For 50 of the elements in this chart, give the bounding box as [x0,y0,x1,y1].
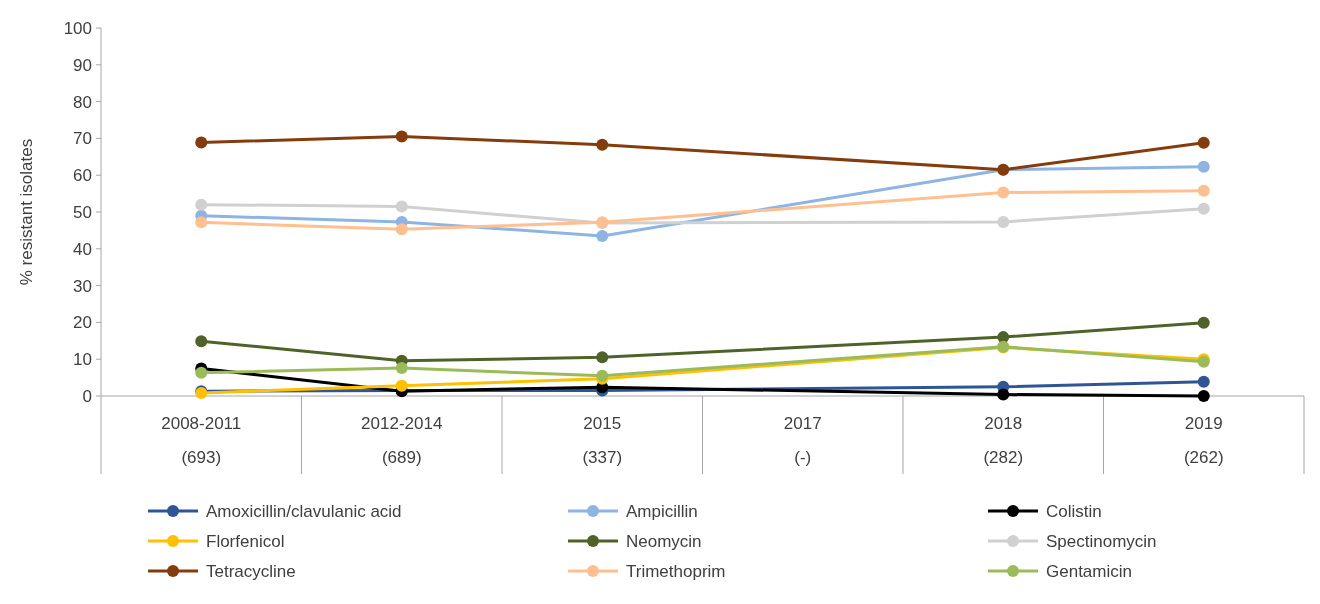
y-tick-label: 0 [82,386,92,406]
legend-label: Neomycin [626,531,702,551]
point [395,130,408,143]
point [395,200,408,213]
point [596,229,609,242]
y-tick-label: 80 [73,92,92,112]
y-tick-label: 40 [73,239,92,259]
x-tick-label: 2017 (-) [783,414,822,467]
point [195,198,208,211]
x-tick-label: 2015 (337) [582,414,623,467]
point [195,136,208,149]
x-tick-label: 2012-2014 (689) [361,414,443,467]
y-tick-label: 60 [73,166,92,186]
point [997,388,1010,401]
point [195,216,208,229]
point [596,351,609,364]
x-tick-label: 2018 (282) [983,414,1024,467]
point [395,379,408,392]
y-tick-label: 30 [73,276,92,296]
y-tick-label: 10 [73,350,92,370]
legend-label: Tetracycline [206,561,296,581]
y-axis-title: % resistant isolates [17,138,36,286]
point [1197,202,1210,215]
legend-label: Florfenicol [206,531,285,551]
point [195,366,208,379]
legend-label: Gentamicin [1046,561,1132,581]
point [1197,316,1210,329]
y-tick-label: 20 [73,313,92,333]
y-tick-label: 90 [73,55,92,75]
point [1197,390,1210,402]
point [395,362,408,375]
point [395,223,408,236]
legend-label: Ampicillin [626,501,698,521]
x-tick-label: 2019 (262) [1183,414,1224,467]
y-tick-label: 50 [73,202,92,222]
legend-label: Trimethoprim [626,561,726,581]
legend-label: Spectinomycin [1046,531,1157,551]
y-tick-label: 70 [73,129,92,149]
legend-label: Amoxicillin/clavulanic acid [206,501,402,521]
point [596,138,609,151]
point [1197,184,1210,197]
point [1197,160,1210,173]
point [997,186,1010,199]
point [997,215,1010,228]
legend-label: Colistin [1046,501,1102,521]
x-tick-label: 2008-2011 (693) [161,414,242,467]
y-tick-label: 100 [63,18,92,38]
point [1197,136,1210,149]
point [195,335,208,348]
point [1197,375,1210,388]
